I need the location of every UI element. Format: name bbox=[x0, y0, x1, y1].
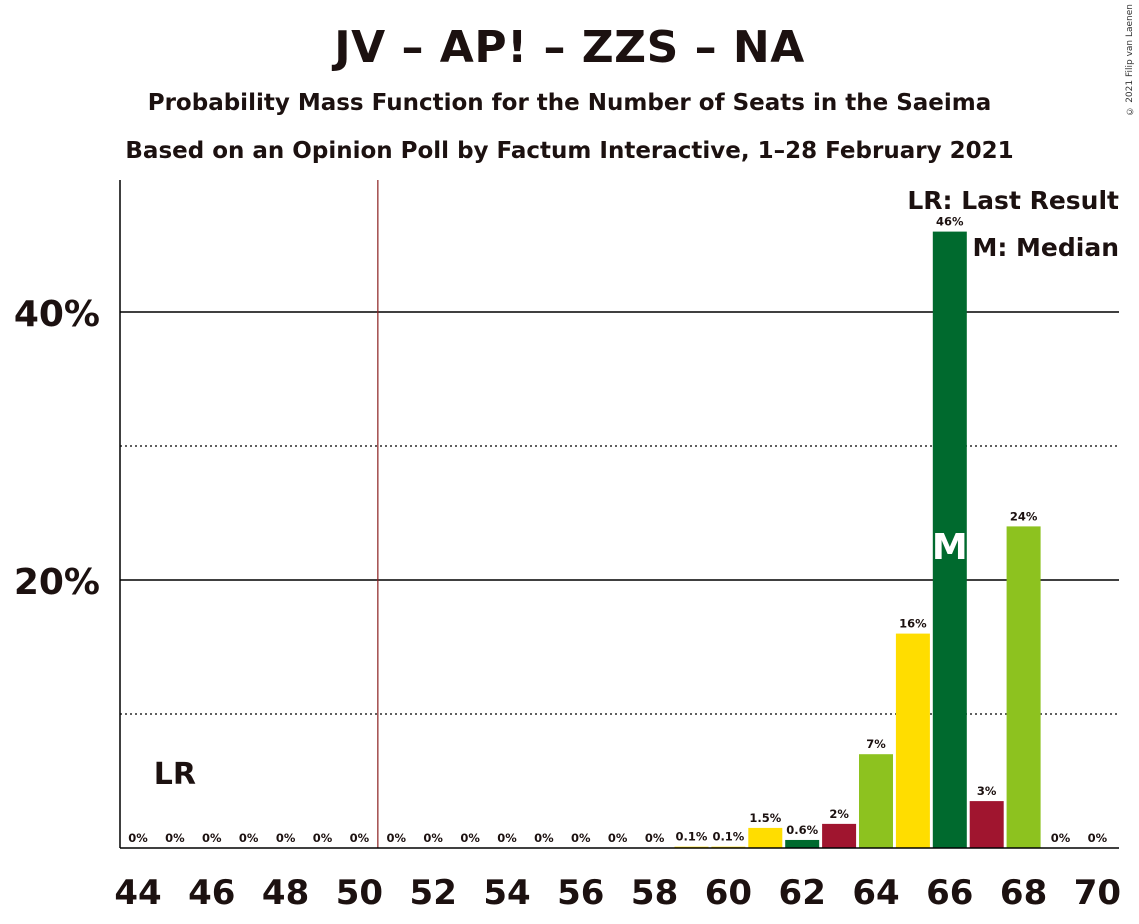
data-label: 46% bbox=[936, 215, 964, 229]
legend-median: M: Median bbox=[972, 233, 1119, 262]
x-tick-label: 60 bbox=[705, 873, 752, 913]
chart-subtitle-2: Based on an Opinion Poll by Factum Inter… bbox=[125, 138, 1014, 164]
data-label: 2% bbox=[829, 807, 849, 821]
bar bbox=[932, 231, 967, 849]
data-label: 0% bbox=[276, 831, 296, 845]
bar bbox=[969, 801, 1004, 848]
x-tick-label: 52 bbox=[410, 873, 457, 913]
data-label: 0% bbox=[202, 831, 222, 845]
data-label: 0% bbox=[460, 831, 480, 845]
chart-title: JV – AP! – ZZS – NA bbox=[334, 22, 805, 73]
x-tick-label: 66 bbox=[926, 873, 973, 913]
data-label: 0% bbox=[608, 831, 628, 845]
bar bbox=[859, 754, 893, 848]
y-tick-label: 20% bbox=[14, 562, 100, 603]
data-label: 0% bbox=[571, 831, 591, 845]
x-tick-label: 70 bbox=[1074, 873, 1121, 913]
data-label: 24% bbox=[1010, 509, 1038, 523]
data-label: 0% bbox=[534, 831, 554, 845]
bar bbox=[822, 823, 857, 848]
data-label: 0% bbox=[497, 831, 517, 845]
bar bbox=[785, 839, 820, 848]
data-label: 0% bbox=[423, 831, 443, 845]
data-label: 0.6% bbox=[786, 823, 818, 837]
data-label: 7% bbox=[866, 737, 886, 751]
data-label: 0% bbox=[350, 831, 370, 845]
x-tick-label: 62 bbox=[779, 873, 826, 913]
x-tick-label: 54 bbox=[483, 873, 530, 913]
x-tick-label: 56 bbox=[557, 873, 604, 913]
data-label: 0.1% bbox=[676, 830, 708, 844]
x-tick-label: 46 bbox=[188, 873, 235, 913]
x-tick-label: 58 bbox=[631, 873, 678, 913]
legend-last-result: LR: Last Result bbox=[907, 186, 1119, 215]
data-label: 1.5% bbox=[749, 811, 781, 825]
data-label: 0% bbox=[1051, 831, 1071, 845]
data-label: 0% bbox=[239, 831, 259, 845]
x-tick-label: 64 bbox=[852, 873, 899, 913]
x-tick-label: 68 bbox=[1000, 873, 1047, 913]
y-tick-label: 40% bbox=[14, 294, 100, 335]
data-label: 16% bbox=[899, 617, 927, 631]
bar bbox=[1006, 526, 1041, 848]
data-label: 0% bbox=[387, 831, 407, 845]
x-tick-label: 50 bbox=[336, 873, 383, 913]
data-label: 0% bbox=[128, 831, 148, 845]
data-label: 0% bbox=[313, 831, 333, 845]
median-marker: M bbox=[932, 527, 968, 568]
data-label: 0% bbox=[1088, 831, 1108, 845]
data-label: 0% bbox=[645, 831, 665, 845]
bar bbox=[748, 827, 783, 848]
data-label: 3% bbox=[977, 784, 997, 798]
last-result-marker: LR bbox=[154, 757, 196, 792]
x-tick-label: 44 bbox=[114, 873, 161, 913]
chart-subtitle-1: Probability Mass Function for the Number… bbox=[147, 90, 992, 116]
data-label: 0.1% bbox=[712, 830, 744, 844]
x-tick-label: 48 bbox=[262, 873, 309, 913]
bar bbox=[895, 633, 930, 848]
data-label: 0% bbox=[165, 831, 185, 845]
